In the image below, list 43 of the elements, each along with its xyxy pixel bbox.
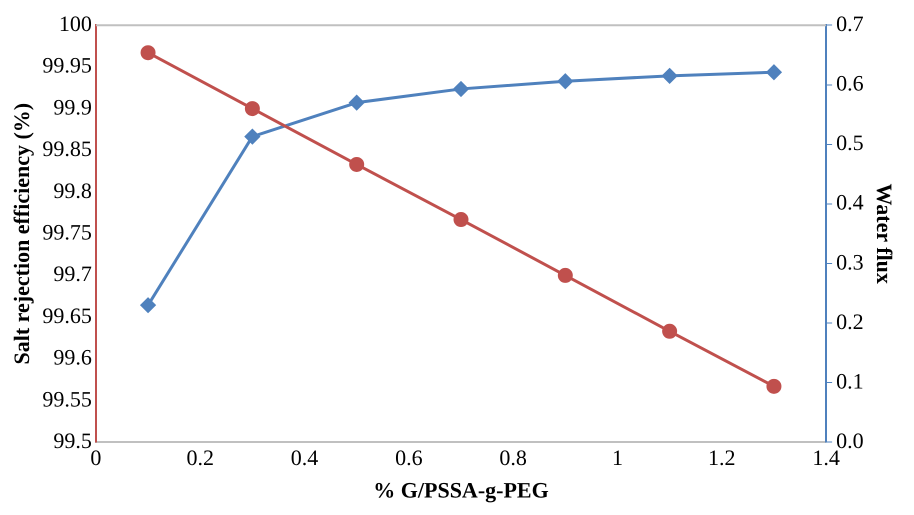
y2-tick-label: 0.0 — [836, 428, 864, 453]
y-tick-label: 100 — [58, 10, 92, 36]
y-tick-label: 99.75 — [42, 219, 92, 244]
y2-tick-label: 0.3 — [836, 249, 864, 274]
x-tick-label: 1 — [612, 445, 623, 470]
point — [766, 378, 782, 394]
x-axis-title: % G/PSSA-g-PEG — [373, 477, 549, 502]
point — [662, 324, 678, 339]
y2-tick-label: 0.6 — [836, 70, 864, 96]
y-tick-label: 99.6 — [53, 344, 92, 370]
point — [662, 68, 678, 84]
point — [140, 45, 156, 60]
y2-tick-label: 0.5 — [836, 130, 864, 156]
point — [244, 101, 260, 116]
point — [558, 74, 573, 89]
point — [766, 64, 782, 80]
y-tick-label: 99.85 — [42, 136, 92, 162]
y2-tick-label: 0.1 — [836, 368, 864, 394]
y-tick-label: 99.8 — [53, 178, 92, 203]
x-tick-label: 0 — [90, 445, 102, 470]
point — [454, 212, 468, 228]
x-tick-label: 0.2 — [186, 445, 214, 470]
y-tick-label: 99.55 — [42, 386, 92, 412]
y2-tick-label: 0.7 — [836, 10, 864, 36]
y-axis-title: Salt rejection efficiency (%) — [8, 102, 34, 365]
y2-tick-label: 0.4 — [836, 190, 864, 215]
y2-tick-label: 0.2 — [836, 308, 864, 334]
point — [558, 268, 573, 283]
y-tick-label: 99.7 — [53, 261, 92, 286]
y-tick-label: 99.95 — [42, 52, 92, 78]
y-tick-label: 99.65 — [42, 302, 92, 328]
point — [454, 81, 468, 96]
point — [349, 156, 364, 172]
y-tick-label: 99.9 — [53, 94, 92, 120]
x-tick-label: 1.2 — [708, 445, 736, 470]
point — [244, 129, 260, 144]
x-tick-label: 0.8 — [499, 445, 527, 470]
y2-axis-title: Water flux — [872, 183, 898, 284]
y-tick-label: 99.5 — [53, 428, 92, 453]
x-tick-label: 0.6 — [395, 445, 423, 470]
point — [349, 95, 364, 110]
x-tick-label: 0.4 — [290, 445, 318, 470]
point — [140, 298, 156, 313]
